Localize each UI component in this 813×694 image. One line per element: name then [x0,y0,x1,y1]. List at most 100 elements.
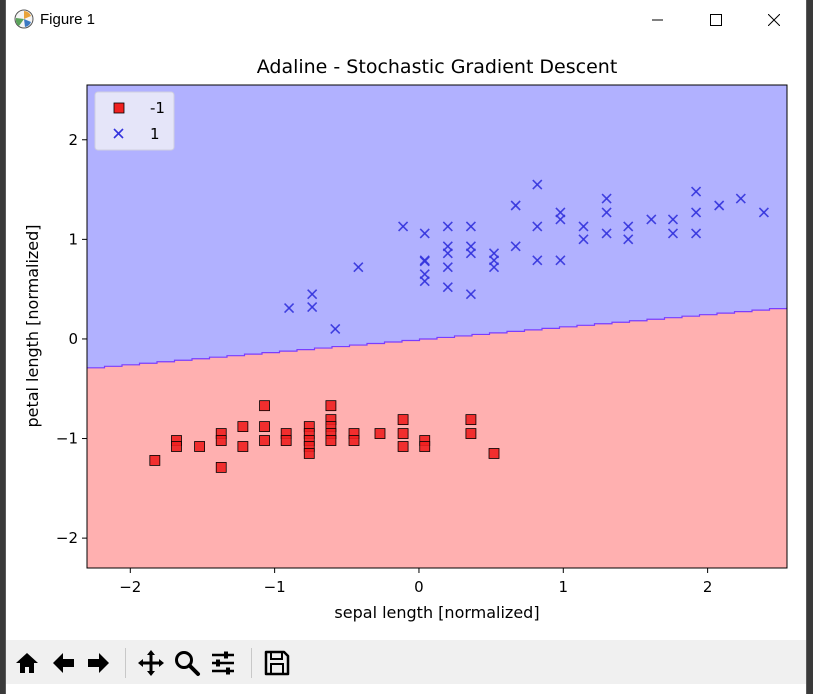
zoom-button[interactable] [170,646,204,680]
navigation-toolbar [6,640,806,684]
data-point-class-1 [691,186,702,197]
data-point-class-neg1 [215,462,227,473]
decision-region-class-neg1 [87,307,787,568]
pan-icon [138,650,164,676]
x-tick-label: −1 [264,578,286,596]
data-point-class-1 [532,221,543,232]
legend-square-marker [113,102,125,114]
configure-subplots-button[interactable] [206,646,240,680]
window-title: Figure 1 [40,11,96,28]
data-point-class-neg1 [259,421,270,432]
minimize-icon [652,19,663,21]
data-point-class-neg1 [465,428,477,439]
data-point-class-1 [714,200,725,211]
data-point-class-1 [623,221,634,232]
close-icon [768,14,780,26]
data-point-class-1 [442,262,453,273]
x-tick-label: −2 [119,578,141,596]
status-area [6,684,806,694]
data-point-class-1 [510,241,521,252]
toolbar-separator [251,648,252,678]
legend-label-neg1: -1 [150,99,165,117]
forward-icon [88,653,109,673]
close-button[interactable] [751,0,797,40]
legend-label-pos1: 1 [150,125,160,143]
decision-boundary [87,307,787,369]
zoom-icon [175,651,200,676]
data-point-class-neg1 [194,441,205,452]
matplotlib-app-icon [14,9,34,29]
data-point-class-neg1 [325,435,337,446]
data-point-class-neg1 [280,435,292,446]
x-tick-label: 1 [559,578,569,596]
pan-button[interactable] [134,646,168,680]
data-point-class-1 [419,276,430,287]
data-point-class-1 [283,303,295,314]
home-button[interactable] [10,646,44,680]
maximize-button[interactable] [693,0,739,40]
data-point-class-1 [307,289,318,300]
x-tick-label: 0 [414,578,424,596]
y-tick-label: 2 [68,131,78,149]
data-point-class-neg1 [237,441,249,452]
data-point-class-1 [419,256,430,267]
data-point-class-1 [442,221,453,232]
data-point-class-1 [307,302,318,313]
data-point-class-1 [442,248,453,259]
data-point-class-neg1 [149,455,161,466]
minimize-button[interactable] [635,0,681,40]
data-point-class-1 [330,323,341,335]
data-point-class-1 [419,228,430,239]
data-point-class-1 [465,289,476,300]
data-point-class-1 [691,207,702,218]
y-tick-label: −1 [56,430,78,448]
data-point-class-neg1 [259,435,270,446]
chart-title: Adaline - Stochastic Gradient Descent [257,56,618,78]
data-point-class-1 [578,234,589,245]
data-point-class-1 [488,262,500,273]
data-point-class-1 [465,221,476,232]
figure-window: Figure 1 −2 −1 0 1 2 −2 −1 0 1 2 Adaline - Stoch [6,0,806,694]
data-point-class-neg1 [171,441,182,452]
data-point-class-1 [398,221,409,232]
data-point-class-1 [646,214,657,225]
axes-frame [86,84,788,569]
data-point-class-1 [667,214,679,225]
data-point-class-1 [758,207,769,218]
data-point-class-1 [691,228,702,239]
data-point-class-1 [532,255,543,266]
data-point-class-1 [601,207,612,218]
maximize-icon [710,14,722,26]
x-tick-label: 2 [703,578,713,596]
back-button[interactable] [46,646,80,680]
configure-subplots-icon [212,651,234,675]
data-point-class-neg1 [397,428,409,439]
y-tick-label: 0 [68,330,78,348]
data-point-class-neg1 [488,448,500,459]
data-point-class-1 [510,200,521,211]
data-point-class-1 [601,193,612,204]
y-tick-label: 1 [68,230,78,248]
data-point-class-neg1 [259,400,270,412]
save-icon [264,650,290,676]
data-point-class-neg1 [465,414,477,426]
data-point-class-1 [735,193,746,204]
save-button[interactable] [260,646,294,680]
figure-canvas: −2 −1 0 1 2 −2 −1 0 1 2 Adaline - Stochastic Gra… [6,40,806,640]
data-point-class-neg1 [348,435,360,446]
data-point-class-1 [353,262,364,273]
y-tick-label: −2 [56,529,78,547]
data-point-class-1 [532,179,543,190]
data-point-class-1 [667,228,679,239]
data-point-class-neg1 [397,441,409,452]
forward-button[interactable] [82,646,116,680]
x-axis-label: sepal length [normalized] [334,603,539,622]
data-point-class-neg1 [303,448,315,459]
data-point-class-neg1 [325,400,337,412]
data-point-class-neg1 [215,435,227,446]
data-point-class-1 [555,255,566,266]
home-icon [16,653,38,673]
title-bar: Figure 1 [6,0,806,40]
y-axis-label: petal length [normalized] [23,224,42,427]
data-point-class-1 [623,234,634,245]
